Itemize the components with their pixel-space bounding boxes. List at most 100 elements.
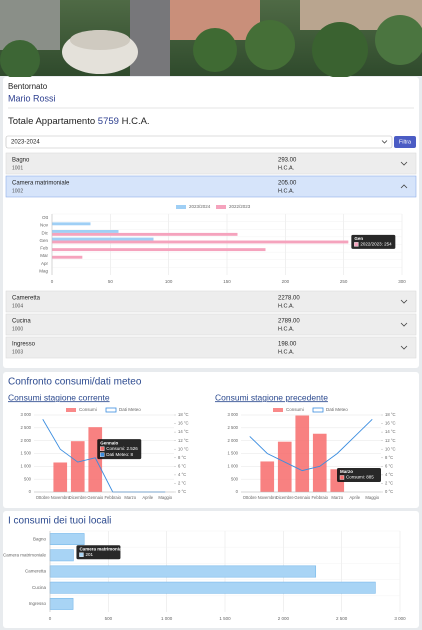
room-value: 205.00 (278, 181, 297, 187)
room-unit: H.C.A. (278, 326, 295, 332)
legend-swatch (216, 205, 226, 209)
x-tick-label: Febbraio (311, 495, 328, 500)
y-tick-label: 2 500 (21, 425, 32, 430)
y-tick-label: 1 000 (21, 463, 32, 468)
total-label: Totale Appartamento (8, 116, 95, 127)
room-code: 1003 (12, 349, 23, 355)
y2-tick-label: 12 °C (385, 438, 396, 443)
y-tick-label: 500 (24, 476, 32, 481)
room-unit: H.C.A. (278, 188, 295, 194)
season-value: 2023-2024 (11, 140, 40, 146)
x-tick-label: Dicembre (276, 495, 295, 500)
tooltip (97, 439, 142, 460)
room-name: Ingresso (12, 342, 36, 348)
filter-button-label: Filtra (399, 139, 412, 145)
room-name: Cucina (12, 319, 31, 325)
room-chevron (400, 299, 408, 304)
y2-tick-label: 4 °C (385, 472, 393, 477)
x-tick-label: 0 (49, 616, 52, 621)
room-unit: H.C.A. (278, 303, 295, 309)
tooltip-swatch (100, 452, 105, 457)
bar (52, 240, 349, 244)
y-tick-label: Gen (39, 238, 48, 243)
room-row[interactable] (5, 152, 417, 175)
filter-button[interactable] (394, 136, 416, 148)
room-row[interactable] (5, 336, 417, 359)
legend-swatch (312, 407, 324, 413)
y-tick-label: 2 000 (21, 438, 32, 443)
room-value: 2789.00 (278, 319, 300, 325)
bar (88, 427, 103, 492)
y-tick-label: Cameretta (25, 569, 47, 574)
y2-tick-label: 8 °C (385, 455, 393, 460)
room-row[interactable] (5, 313, 417, 336)
tooltip-swatch (79, 552, 84, 557)
bar (49, 565, 317, 578)
tooltip-title: Gen (354, 236, 363, 241)
x-tick-label: Maggio (365, 495, 379, 500)
y-tick-label: Dic (42, 230, 49, 235)
y2-tick-label: 6 °C (385, 463, 393, 468)
meteo-line (249, 418, 373, 472)
header-photo (0, 0, 422, 80)
y2-tick-label: 10 °C (385, 446, 396, 451)
y-tick-label: Camera matrimoniale (3, 552, 47, 557)
total-line: Totale Appartamento 5759 H.C.A. (8, 116, 150, 127)
x-tick-label: Marzo (124, 495, 136, 500)
tooltip-title: Camera matrimoniale (79, 546, 125, 551)
x-tick-label: Gennaio (294, 495, 311, 500)
y-tick-label: 0 (236, 489, 239, 494)
room-name: Cameretta (12, 296, 41, 302)
greeting: Bentornato (8, 82, 48, 91)
bar (49, 533, 85, 546)
x-tick-label: 200 (282, 279, 290, 284)
y2-tick-label: 10 °C (178, 446, 189, 451)
x-tick-label: Aprile (142, 495, 153, 500)
legend-label: Consumi (286, 407, 304, 412)
bar (52, 232, 238, 236)
y2-tick-label: 2 °C (178, 481, 186, 486)
bar (312, 433, 327, 492)
select-chevron (381, 140, 388, 144)
y-tick-label: 0 (29, 489, 32, 494)
y2-tick-label: 0 °C (385, 489, 393, 494)
room-code: 1001 (12, 165, 23, 171)
y2-tick-label: 6 °C (178, 463, 186, 468)
y-tick-label: Mar (40, 253, 48, 258)
room-row[interactable] (5, 175, 417, 198)
total-unit: H.C.A. (122, 116, 150, 127)
y2-tick-label: 14 °C (385, 429, 396, 434)
x-tick-label: 2 500 (336, 616, 348, 621)
y2-tick-label: 14 °C (178, 429, 189, 434)
season-select[interactable] (5, 135, 393, 149)
room-row[interactable] (5, 290, 417, 313)
section-title: I consumi dei tuoi locali (8, 516, 111, 527)
bar (277, 441, 292, 492)
x-tick-label: 500 (105, 616, 113, 621)
bar (49, 581, 376, 594)
bar (53, 462, 68, 492)
bar (52, 230, 119, 233)
bar (52, 255, 83, 259)
x-tick-label: Aprile (349, 495, 360, 500)
section-title: Confronto consumi/dati meteo (8, 377, 142, 388)
room-code: 1000 (12, 326, 23, 332)
x-tick-label: Ottobre (243, 495, 258, 500)
user-name: Mario Rossi (8, 93, 56, 103)
room-chevron (400, 184, 408, 189)
y-tick-label: 3 000 (228, 412, 239, 417)
x-tick-label: Febbraio (104, 495, 121, 500)
room-code: 1002 (12, 188, 23, 194)
bar (49, 549, 74, 562)
room-value: 2278.00 (278, 296, 300, 302)
y-tick-label: 2 000 (228, 438, 239, 443)
chart-title: Consumi stagione precedente (215, 392, 328, 402)
tooltip-line: 201 (85, 552, 93, 557)
x-tick-label: Novembre (51, 495, 71, 500)
x-tick-label: 0 (51, 279, 54, 284)
y-tick-label: 2 500 (228, 425, 239, 430)
x-tick-label: Novembre (258, 495, 278, 500)
y-tick-label: Cucina (32, 585, 47, 590)
x-tick-label: Dicembre (69, 495, 88, 500)
y2-tick-label: 0 °C (178, 489, 186, 494)
